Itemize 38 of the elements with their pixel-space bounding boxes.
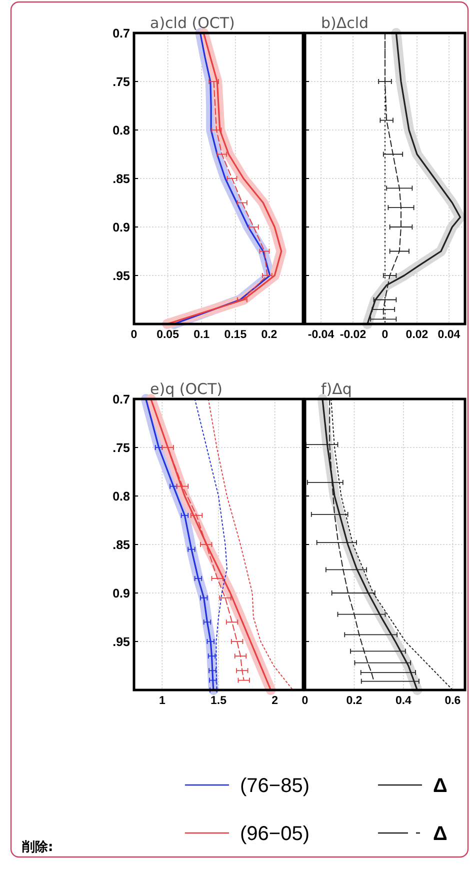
- x-tick-label: 0.15: [224, 329, 248, 341]
- x-tick-label: 0.04: [438, 329, 461, 341]
- x-tick-label: 0.05: [156, 329, 180, 341]
- x-tick-label: 0.1: [194, 329, 210, 341]
- x-tick-label: -0.04: [308, 329, 335, 341]
- chart-title: e)q (OCT): [150, 380, 223, 398]
- y-tick-label: .75: [112, 75, 130, 89]
- x-tick-label: 2: [272, 695, 278, 707]
- text: 削除:: [21, 840, 54, 855]
- chart-title: b)Δcld: [321, 14, 369, 32]
- x-tick-label: 0: [382, 329, 388, 341]
- legend-label: (96−05): [240, 823, 310, 845]
- legend-label: Δ: [433, 823, 448, 845]
- x-tick-label: 0.02: [406, 329, 428, 341]
- x-tick-label: 1: [158, 695, 166, 707]
- x-tick-label: 0: [302, 695, 308, 707]
- y-tick-label: .85: [112, 538, 130, 552]
- x-tick-label: -0.02: [340, 329, 366, 341]
- x-tick-label: 0.6: [444, 695, 461, 707]
- x-tick-label: 1.5: [210, 695, 228, 707]
- y-tick-label: 0.9: [112, 586, 130, 600]
- x-tick-label: 0: [130, 329, 138, 341]
- chart-title: f)Δq: [321, 380, 352, 398]
- y-tick-label: .95: [112, 269, 130, 283]
- y-tick-label: 0.9: [112, 220, 130, 234]
- legend-label: (76−85): [240, 775, 310, 797]
- x-tick-label: 0.2: [346, 695, 362, 707]
- y-tick-label: 0.7: [112, 392, 130, 406]
- x-tick-label: 0.4: [395, 695, 412, 707]
- x-tick-label: 0.2: [261, 329, 278, 341]
- y-tick-label: 0.7: [112, 26, 130, 40]
- y-tick-label: .85: [112, 172, 130, 186]
- y-tick-label: 0.8: [112, 124, 130, 138]
- y-tick-label: .95: [112, 635, 130, 649]
- legend-label: Δ: [433, 775, 448, 797]
- y-tick-label: 0.8: [112, 490, 130, 504]
- y-tick-label: .75: [112, 441, 130, 455]
- chart-title: a)cld (OCT): [150, 14, 235, 32]
